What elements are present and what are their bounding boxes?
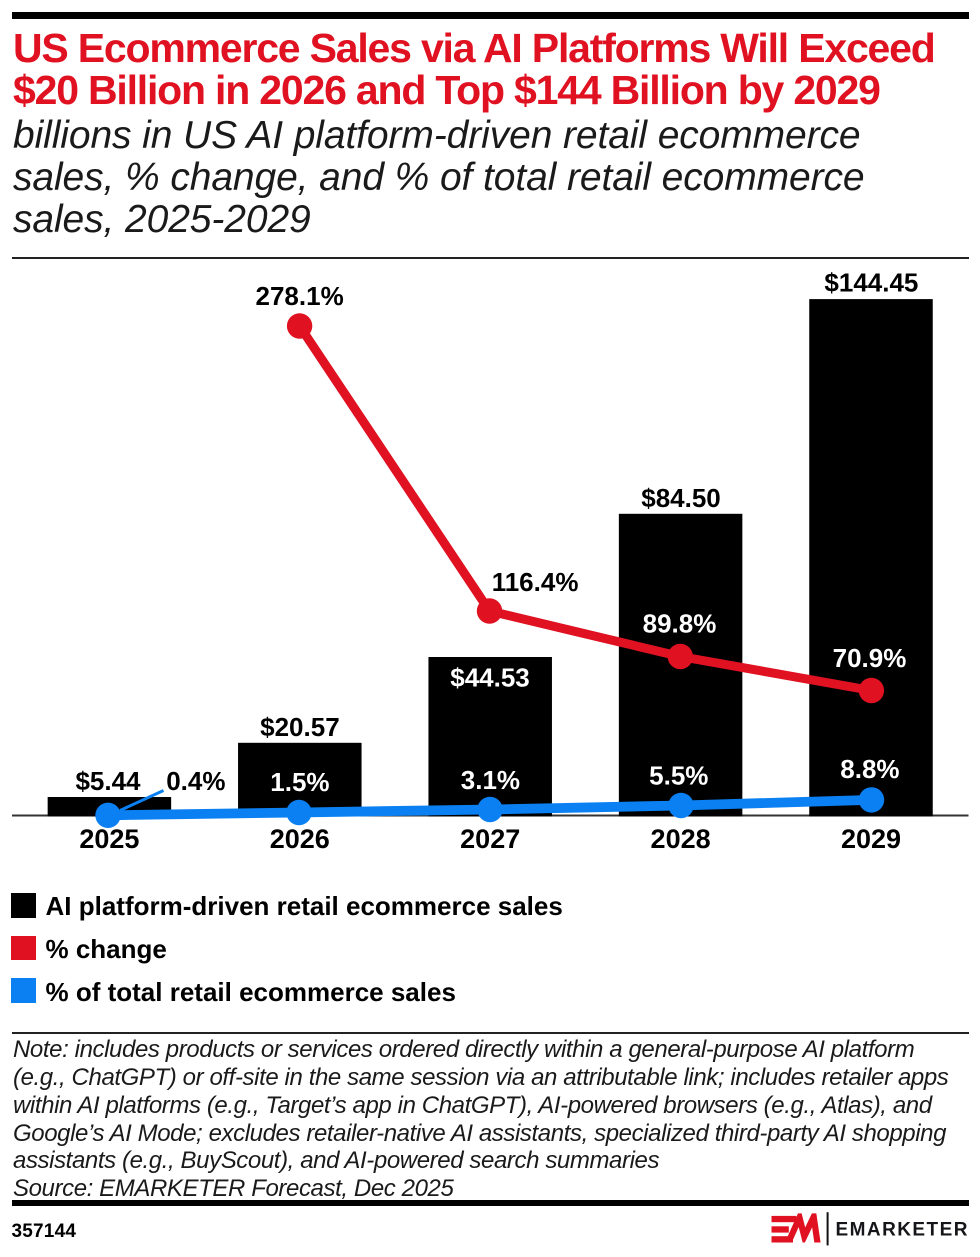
svg-text:$5.44: $5.44 (75, 766, 141, 796)
svg-text:2026: 2026 (270, 824, 330, 854)
svg-text:278.1%: 278.1% (256, 281, 344, 311)
svg-text:$144.45: $144.45 (824, 268, 918, 298)
svg-text:$84.50: $84.50 (641, 483, 721, 513)
svg-text:116.4%: 116.4% (492, 567, 579, 597)
svg-text:89.8%: 89.8% (643, 609, 717, 639)
svg-text:3.1%: 3.1% (461, 765, 520, 795)
svg-text:$44.53: $44.53 (450, 663, 530, 693)
svg-text:1.5%: 1.5% (270, 767, 329, 797)
svg-text:0.4%: 0.4% (166, 766, 225, 796)
svg-text:EMARKETER: EMARKETER (836, 1219, 969, 1240)
svg-text:2025: 2025 (79, 824, 139, 854)
svg-text:5.5%: 5.5% (649, 760, 708, 790)
svg-text:2028: 2028 (651, 824, 711, 854)
svg-text:$20.57: $20.57 (260, 712, 340, 742)
svg-text:70.9%: 70.9% (833, 643, 907, 673)
svg-text:8.8%: 8.8% (840, 754, 899, 784)
svg-text:2027: 2027 (460, 824, 520, 854)
svg-text:2029: 2029 (841, 824, 901, 854)
